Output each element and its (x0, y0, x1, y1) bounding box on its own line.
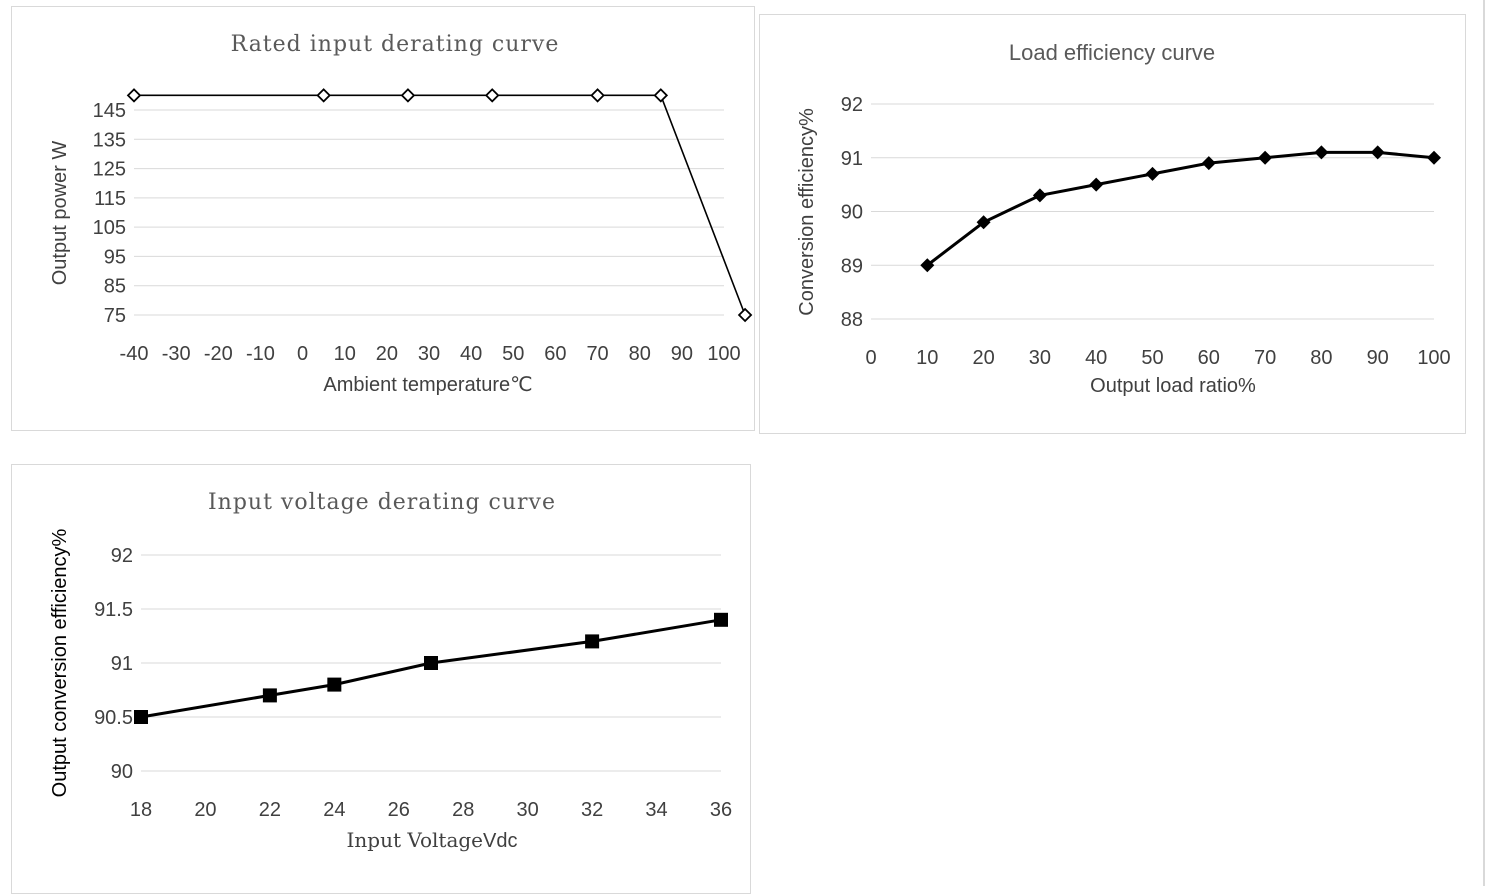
chart-title: Input voltage derating curve (208, 490, 556, 515)
x-tick-label: 26 (388, 799, 410, 821)
y-tick-label: 92 (111, 545, 133, 567)
data-point (327, 677, 342, 692)
rated-input-derating-chart-panel: Rated input derating curve 75 85 95 105 115 1… (11, 6, 755, 431)
x-tick-label: -40 (120, 343, 149, 365)
data-point (653, 88, 669, 103)
x-tick-label: 70 (1254, 347, 1276, 369)
data-point (1145, 166, 1160, 181)
data-point (484, 88, 500, 103)
y-tick-label: 105 (93, 217, 126, 239)
data-point (585, 634, 600, 649)
x-tick-label: 32 (581, 799, 603, 821)
x-tick-label: 0 (297, 343, 308, 365)
x-tick-label: 30 (1029, 347, 1051, 369)
y-tick-label: 90 (111, 761, 133, 783)
x-tick-label: -10 (246, 343, 275, 365)
y-tick-label: 90 (841, 202, 863, 224)
x-tick-label: 22 (259, 799, 281, 821)
x-tick-label: 18 (130, 799, 152, 821)
data-point (1201, 156, 1216, 171)
data-point (126, 88, 142, 103)
y-tick-label: 91.5 (94, 599, 133, 621)
data-point (737, 307, 753, 323)
x-tick-label: 50 (502, 343, 524, 365)
x-tick-label: 90 (1367, 347, 1389, 369)
data-point (1370, 145, 1385, 160)
series-line (140, 618, 722, 719)
x-tick-label: 80 (629, 343, 651, 365)
x-axis-label-prefix: Input Voltage (347, 828, 484, 852)
y-tick-label: 125 (93, 159, 126, 181)
y-tick-label: 75 (104, 305, 126, 327)
y-axis-label: Output conversion efficiency% (49, 528, 71, 797)
load-efficiency-chart: Load efficiency curve 88 89 90 91 92 0 10 20 30… (796, 40, 1451, 397)
chart-title: Load efficiency curve (1009, 40, 1215, 65)
x-tick-label: 30 (517, 799, 539, 821)
data-point (590, 88, 605, 103)
input-voltage-derating-chart: Input voltage derating curve 90 90.5 91 91.… (49, 490, 732, 852)
x-tick-label: 0 (865, 347, 876, 369)
data-point (262, 688, 277, 703)
data-point (920, 258, 935, 273)
x-tick-label: 36 (710, 799, 732, 821)
data-point (424, 656, 438, 670)
y-tick-label: 91 (111, 653, 133, 675)
x-tick-label: 34 (645, 799, 667, 821)
y-axis-label: Conversion efficiency% (796, 108, 818, 316)
x-tick-label: -20 (204, 343, 233, 365)
x-tick-label: 60 (544, 343, 566, 365)
data-point (400, 88, 416, 103)
data-point (714, 612, 728, 627)
rated-input-derating-chart: Rated input derating curve 75 85 95 105 115 1… (49, 32, 753, 396)
y-tick-label: 90.5 (94, 707, 133, 729)
data-point (976, 215, 991, 230)
x-tick-label: 10 (334, 343, 356, 365)
series-line (134, 94, 746, 316)
x-tick-label: 100 (1417, 347, 1450, 369)
y-axis-label: Output power W (49, 141, 71, 286)
data-point (134, 710, 148, 724)
y-tick-label: 85 (104, 276, 126, 298)
x-axis-label: Output load ratio% (1090, 375, 1256, 397)
x-tick-label: -30 (162, 343, 191, 365)
data-point (1089, 177, 1104, 192)
x-tick-label: 28 (452, 799, 474, 821)
chart-title: Rated input derating curve (231, 32, 560, 57)
y-tick-label: 88 (841, 309, 863, 331)
page-edge-line (1483, 0, 1485, 886)
data-point (1032, 188, 1047, 203)
x-tick-label: 10 (916, 347, 938, 369)
x-tick-label: 90 (671, 343, 693, 365)
x-tick-label: 60 (1198, 347, 1220, 369)
y-tick-label: 135 (93, 129, 126, 151)
x-tick-label: 70 (586, 343, 608, 365)
x-axis-label-suffix: Vdc (483, 830, 517, 852)
x-tick-label: 40 (1085, 347, 1107, 369)
series-line (926, 150, 1435, 267)
y-tick-label: 145 (93, 100, 126, 122)
x-tick-label: 30 (418, 343, 440, 365)
y-tick-label: 92 (841, 94, 863, 116)
x-tick-label: 20 (376, 343, 398, 365)
x-axis-label: Ambient temperature℃ (323, 374, 532, 396)
data-point (1314, 145, 1329, 160)
input-voltage-derating-chart-panel: Input voltage derating curve 90 90.5 91 91.… (11, 464, 751, 894)
y-tick-label: 95 (104, 246, 126, 268)
y-tick-label: 115 (94, 188, 126, 210)
load-efficiency-chart-panel: Load efficiency curve 88 89 90 91 92 0 10 20 30… (759, 14, 1466, 434)
x-tick-label: 50 (1141, 347, 1163, 369)
y-tick-label: 89 (841, 255, 863, 277)
data-point (316, 88, 331, 103)
data-point (1258, 150, 1273, 165)
x-tick-label: 80 (1310, 347, 1332, 369)
x-axis-label: Input VoltageVdc (347, 828, 518, 852)
x-tick-label: 20 (972, 347, 994, 369)
x-tick-label: 20 (194, 799, 216, 821)
x-tick-label: 100 (707, 343, 740, 365)
data-point (1427, 150, 1441, 165)
y-tick-label: 91 (841, 148, 863, 170)
x-tick-label: 40 (460, 343, 482, 365)
x-tick-label: 24 (323, 799, 345, 821)
